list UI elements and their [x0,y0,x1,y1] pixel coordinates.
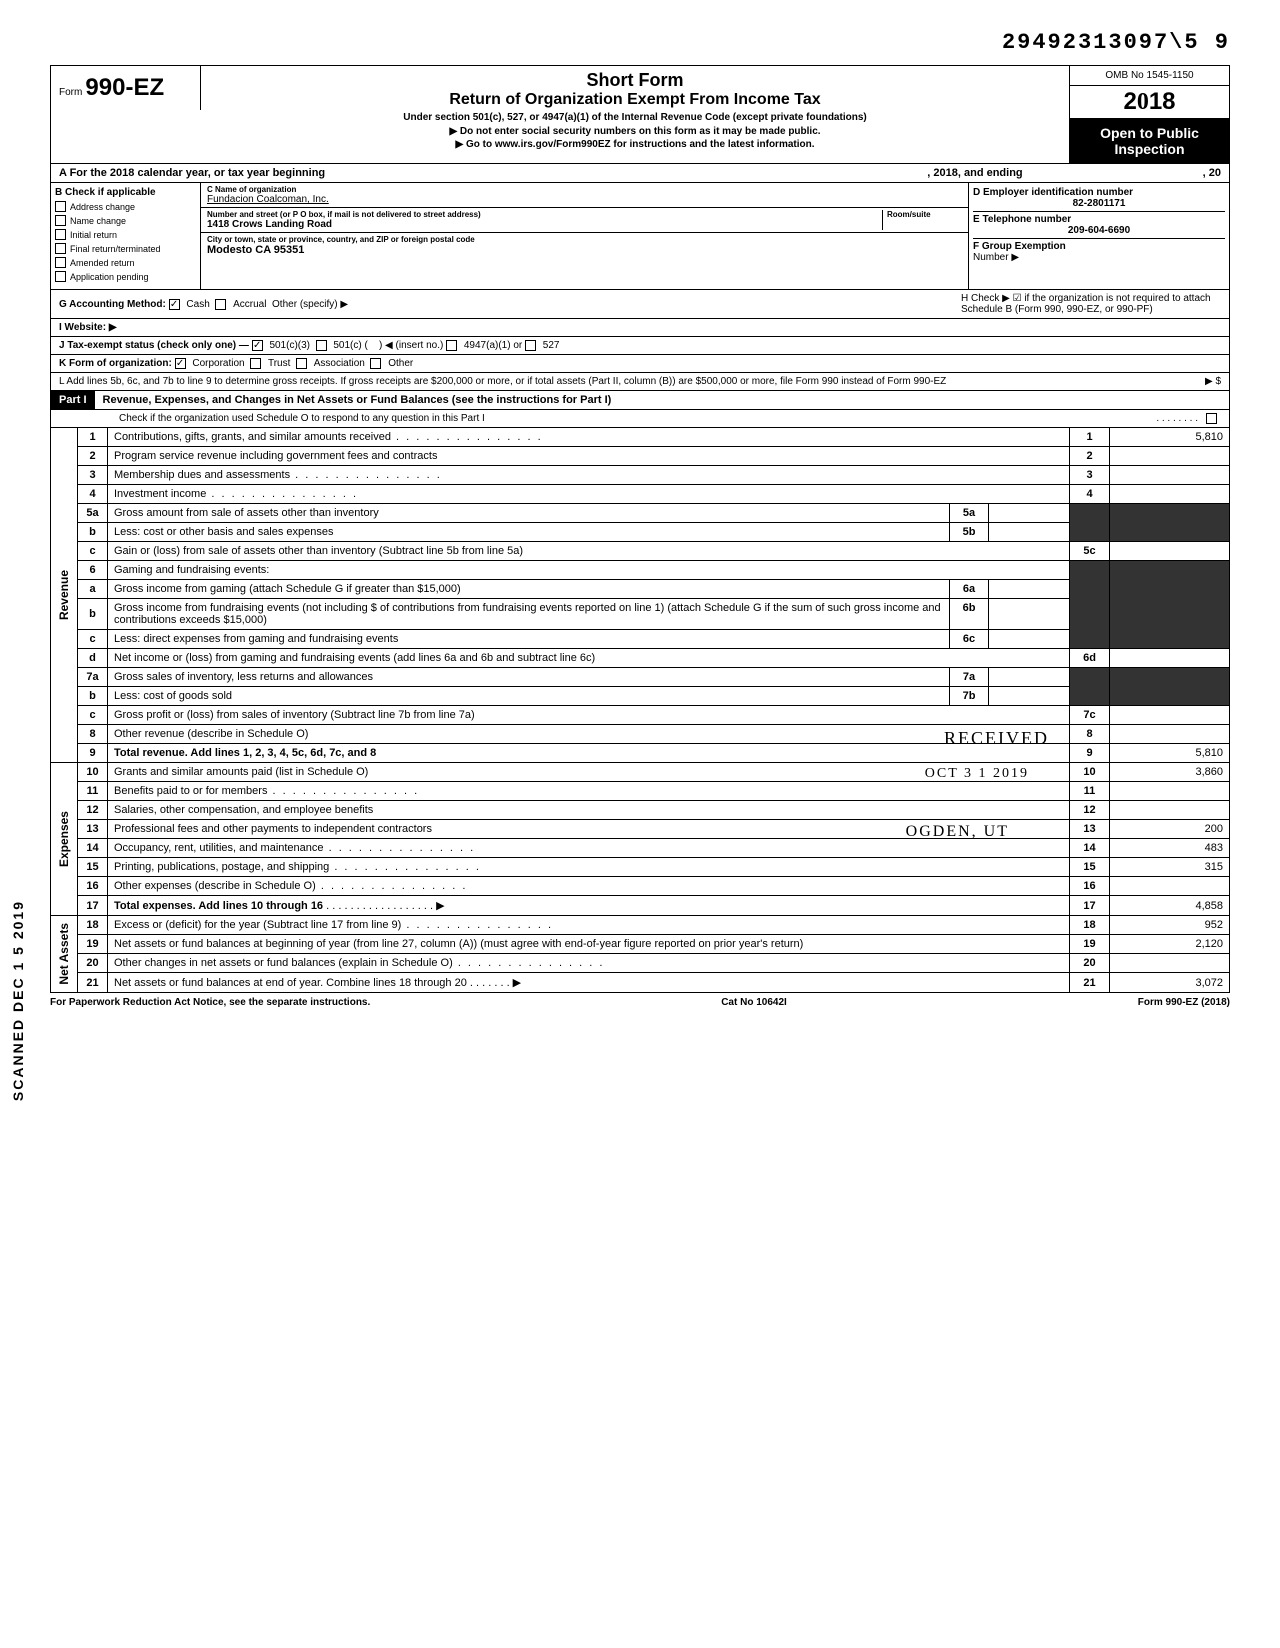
line-19-value: 2,120 [1110,935,1230,954]
line-17-value: 4,858 [1110,896,1230,916]
check-final-return[interactable]: Final return/terminated [55,243,196,254]
form-prefix: Form [59,87,82,98]
room-label: Room/suite [887,210,962,219]
received-stamp: RECEIVED [944,728,1049,749]
phone-value: 209-604-6690 [973,225,1225,236]
page-footer: For Paperwork Reduction Act Notice, see … [50,993,1230,1012]
tax-year: 20201818 [1070,86,1229,119]
form-title: Return of Organization Exempt From Incom… [211,91,1059,109]
check-schedule-o[interactable] [1206,413,1217,424]
check-501c3[interactable] [252,340,263,351]
check-4947[interactable] [446,340,457,351]
org-name-label: C Name of organization [207,185,962,194]
row-h-schedule-b: H Check ▶ ☑ if the organization is not r… [961,293,1221,315]
line-13-value: 200 [1110,820,1230,839]
check-accrual[interactable] [215,299,226,310]
row-g-h: G Accounting Method: Cash Accrual Other … [50,290,1230,319]
group-number-label: Number ▶ [973,252,1019,263]
ein-label: D Employer identification number [973,187,1225,198]
line-1-value: 5,810 [1110,428,1230,447]
check-501c[interactable] [316,340,327,351]
date-stamp: OCT 3 1 2019 [925,766,1029,782]
street-address: 1418 Crows Landing Road [207,219,882,230]
part-1-header: Part I Revenue, Expenses, and Changes in… [50,391,1230,410]
org-name: Fundacion Coalcoman, Inc. [207,194,962,205]
check-other-org[interactable] [370,358,381,369]
omb-number: OMB No 1545-1150 [1070,66,1229,86]
scanned-stamp: SCANNED DEC 1 5 2019 [10,900,26,1101]
row-i-website: I Website: ▶ [50,319,1230,337]
part-1-table: Revenue 1 Contributions, gifts, grants, … [50,428,1230,993]
check-address-change[interactable]: Address change [55,201,196,212]
short-form-label: Short Form [211,70,1059,91]
row-k-org-form: K Form of organization: Corporation Trus… [50,355,1230,373]
inspection-label: Inspection [1076,141,1223,157]
form-subtitle: Under section 501(c), 527, or 4947(a)(1)… [211,112,1059,123]
line-21-value: 3,072 [1110,973,1230,993]
check-trust[interactable] [250,358,261,369]
net-assets-side-label: Net Assets [57,923,71,985]
street-label: Number and street (or P O box, if mail i… [207,210,882,219]
line-14-value: 483 [1110,839,1230,858]
ssn-warning: ▶ Do not enter social security numbers o… [211,126,1059,137]
open-to-public: Open to Public [1076,125,1223,141]
check-527[interactable] [525,340,536,351]
line-10-value: 3,860 [1110,763,1230,782]
check-cash[interactable] [169,299,180,310]
check-name-change[interactable]: Name change [55,215,196,226]
form-number: 990-EZ [85,74,164,101]
check-amended-return[interactable]: Amended return [55,257,196,268]
row-j-tax-status: J Tax-exempt status (check only one) — 5… [50,337,1230,355]
instructions-link: ▶ Go to www.irs.gov/Form990EZ for instru… [211,139,1059,150]
expenses-side-label: Expenses [57,811,71,867]
check-application-pending[interactable]: Application pending [55,271,196,282]
section-b-header: B Check if applicable [55,187,196,198]
line-15-value: 315 [1110,858,1230,877]
part-1-check: Check if the organization used Schedule … [50,410,1230,428]
row-a-tax-year: A For the 2018 calendar year, or tax yea… [50,164,1230,183]
city-label: City or town, state or province, country… [207,235,962,244]
ogden-stamp: OGDEN, UT [906,823,1009,841]
line-18-value: 952 [1110,916,1230,935]
city-state-zip: Modesto CA 95351 [207,244,962,256]
line-9-value: 5,810 [1110,744,1230,763]
check-corporation[interactable] [175,358,186,369]
revenue-side-label: Revenue [57,570,71,620]
group-exemption-label: F Group Exemption [973,241,1066,252]
row-l-gross-receipts: L Add lines 5b, 6c, and 7b to line 9 to … [50,373,1230,391]
check-association[interactable] [296,358,307,369]
section-bcd: B Check if applicable Address change Nam… [50,183,1230,290]
form-header: Form 990-EZ Short Form Return of Organiz… [50,65,1230,164]
document-number: 29492313097\5 9 [50,30,1230,55]
phone-label: E Telephone number [973,214,1225,225]
ein-value: 82-2801171 [973,198,1225,209]
check-initial-return[interactable]: Initial return [55,229,196,240]
